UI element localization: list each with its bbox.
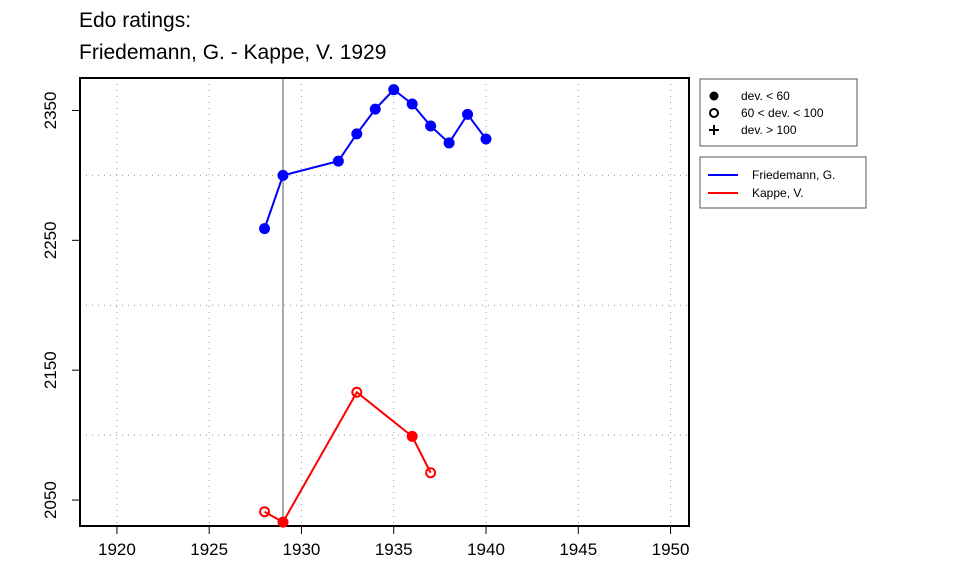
y-tick-label: 2050	[41, 481, 60, 519]
data-point	[425, 120, 437, 132]
legend-filled-circle-icon	[709, 91, 719, 101]
data-point	[480, 133, 492, 145]
x-tick-label: 1940	[467, 540, 505, 559]
x-tick-label: 1920	[98, 540, 136, 559]
symbol-legend-label: dev. < 60	[741, 89, 790, 103]
data-point	[259, 223, 271, 235]
chart-title-line2: Friedemann, G. - Kappe, V. 1929	[79, 41, 387, 64]
data-point	[351, 128, 363, 140]
x-tick-label: 1950	[652, 540, 690, 559]
symbol-legend-label: 60 < dev. < 100	[741, 106, 824, 120]
x-tick-label: 1945	[559, 540, 597, 559]
plot-frame	[79, 77, 690, 527]
data-point	[425, 467, 437, 479]
series-line	[264, 390, 432, 524]
y-tick-label: 2250	[41, 221, 60, 259]
data-point	[406, 98, 418, 110]
x-tick-label: 1935	[375, 540, 413, 559]
data-point	[462, 108, 474, 120]
y-tick-label: 2150	[41, 351, 60, 389]
data-point	[332, 155, 344, 167]
data-point	[388, 84, 400, 96]
data-point	[406, 430, 418, 442]
symbol-legend-label: dev. > 100	[741, 123, 797, 137]
data-point	[351, 386, 363, 398]
data-point	[259, 506, 271, 518]
y-tick-label: 2350	[41, 92, 60, 130]
symbol-legend-box	[699, 78, 858, 147]
x-tick-label: 1925	[190, 540, 228, 559]
data-point	[277, 516, 289, 528]
series-legend-label: Friedemann, G.	[752, 168, 835, 182]
data-point	[369, 103, 381, 115]
x-tick-label: 1930	[283, 540, 321, 559]
chart-title-line1: Edo ratings:	[79, 9, 192, 32]
series-legend-box	[699, 156, 867, 209]
series-legend-label: Kappe, V.	[752, 186, 804, 200]
legend-open-circle-icon	[709, 108, 719, 118]
data-point	[277, 169, 289, 181]
data-point	[443, 137, 455, 149]
